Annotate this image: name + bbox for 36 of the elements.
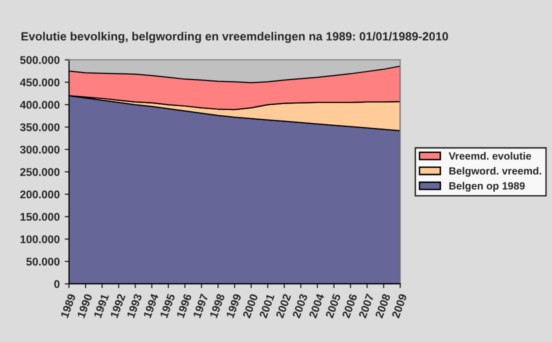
y-tick-label: 0 [54, 280, 60, 288]
y-tick-label: 50.000 [26, 258, 60, 266]
x-tick-label: 1992 [110, 293, 126, 318]
x-tick-label: 1994 [143, 293, 159, 318]
legend-label: Vreemd. evolutie [448, 152, 532, 160]
x-tick-label: 1995 [160, 293, 176, 318]
x-tick-label: 2009 [392, 293, 408, 319]
x-tick-label: 2000 [242, 293, 258, 319]
x-tick-label: 1993 [126, 293, 142, 318]
x-tick-label: 1990 [76, 293, 92, 318]
y-tick-label: 500.000 [20, 56, 60, 64]
x-tick-label: 1999 [226, 293, 242, 318]
legend-label: Belgword. vreemd. [449, 166, 542, 177]
y-tick-label: 100.000 [20, 235, 60, 244]
x-tick-label: 2004 [308, 293, 324, 319]
x-tick-label: 2002 [276, 293, 292, 319]
legend-label: Belgen op 1989 [449, 182, 525, 192]
x-tick-label: 1991 [94, 293, 110, 318]
x-tick-label: 2005 [325, 293, 341, 319]
x-tick-label: 1997 [192, 293, 208, 318]
y-tick-label: 300.000 [20, 146, 60, 154]
x-tick-label: 1996 [176, 293, 192, 318]
x-tick-label: 1998 [209, 293, 225, 318]
chart-title: Evolutie bevolking, belgwording en vreemdelingen na 1989: 01/01/1989-2010 [22, 32, 448, 43]
x-tick-label: 2003 [292, 293, 308, 319]
x-tick-label: 1989 [60, 293, 76, 318]
x-tick-label: 2008 [374, 293, 391, 319]
x-tick-label: 2001 [259, 293, 275, 319]
y-tick-label: 400.000 [20, 100, 60, 109]
y-tick-label: 350.000 [20, 123, 60, 132]
x-tick-label: 2006 [342, 293, 358, 319]
y-tick-label: 250.000 [20, 168, 60, 176]
y-tick-label: 450.000 [20, 78, 60, 86]
y-tick-label: 200.000 [20, 190, 60, 198]
y-tick-label: 150.000 [20, 212, 60, 221]
x-tick-label: 2007 [358, 293, 374, 319]
